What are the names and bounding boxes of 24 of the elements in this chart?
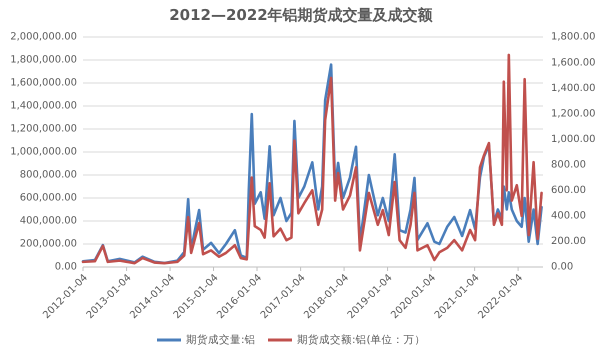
y-tick-label: 1,200,000.00 xyxy=(10,124,77,135)
y2-tick-label: 600.00 xyxy=(551,185,586,196)
y-tick-label: 1,000,000.00 xyxy=(10,146,77,158)
y-tick-label: 1,400,000.00 xyxy=(10,100,77,112)
y-tick-label: 1,600,000.00 xyxy=(10,78,77,89)
y2-tick-label: 1,600.00 xyxy=(551,57,596,68)
y2-tick-label: 200.00 xyxy=(551,236,586,248)
y2-tick-label: 1,800.00 xyxy=(551,32,596,43)
y-tick-label: 200,000.00 xyxy=(20,238,77,250)
y-tick-label: 400,000.00 xyxy=(20,216,77,227)
y2-tick-label: 0.00 xyxy=(551,262,574,273)
y2-tick-label: 800.00 xyxy=(551,160,586,171)
y2-tick-label: 1,400.00 xyxy=(551,82,596,94)
chart-title: 2012—2022年铝期货成交量及成交额 xyxy=(169,6,434,24)
y-tick-label: 2,000,000.00 xyxy=(10,32,77,43)
y2-tick-label: 1,200.00 xyxy=(551,108,596,120)
y-tick-label: 0.00 xyxy=(54,262,77,273)
y-tick-label: 800,000.00 xyxy=(20,170,77,181)
y-tick-label: 600,000.00 xyxy=(20,192,77,204)
legend-label: 期货成交量:铝 xyxy=(186,332,256,346)
legend-label: 期货成交额:铝(单位：万） xyxy=(297,332,426,346)
y2-tick-label: 400.00 xyxy=(551,210,586,222)
y2-tick-label: 1,000.00 xyxy=(551,134,596,145)
y-tick-label: 1,800,000.00 xyxy=(10,54,77,66)
